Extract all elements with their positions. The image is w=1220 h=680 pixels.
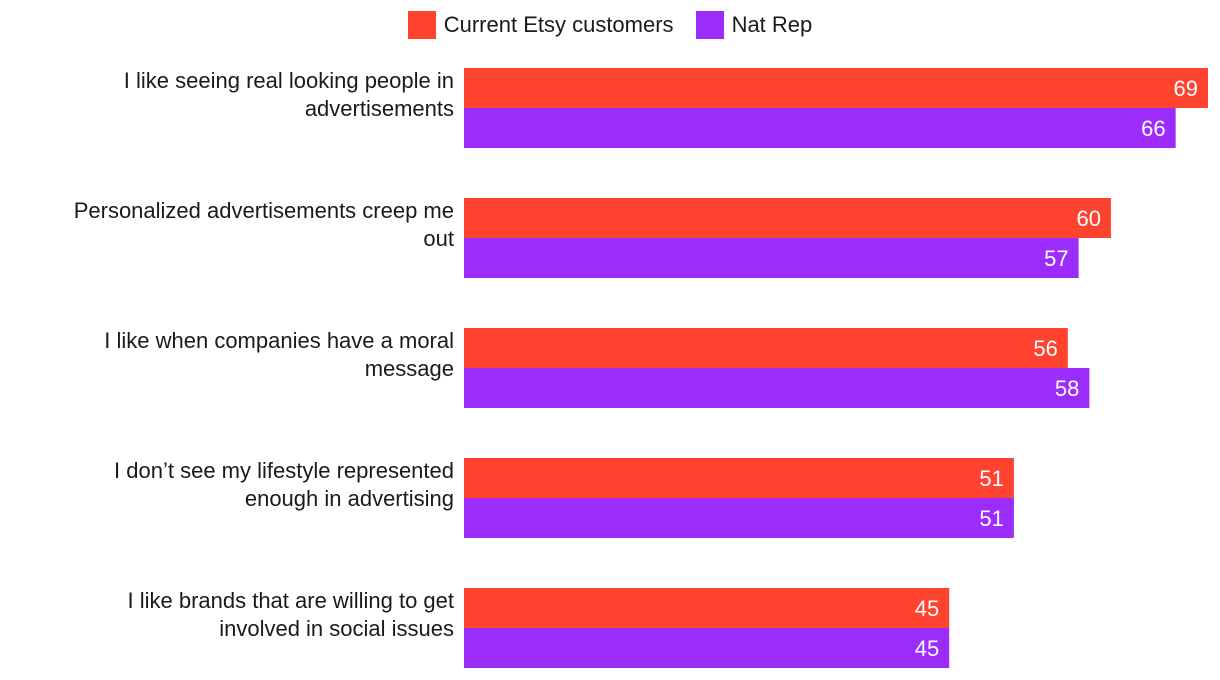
value-label-nat-rep-2: 57: [1044, 246, 1068, 271]
category-label-line: I like seeing real looking people in: [124, 68, 454, 93]
bar-nat-rep-5: [464, 628, 950, 668]
bar-nat-rep-1: [464, 108, 1176, 148]
bar-nat-rep-4: [464, 498, 1014, 538]
legend-item-nat-rep: Nat Rep: [695, 10, 813, 40]
legend-swatch-nat-rep: [695, 11, 724, 39]
category-label-line: message: [365, 356, 454, 381]
bar-current-etsy-customers-5: [464, 588, 950, 628]
legend-label-nat-rep: Nat Rep: [731, 12, 813, 37]
category-label-5: I like brands that are willing to get inv…: [127, 588, 454, 641]
legend-label-current-etsy: Current Etsy customers: [443, 12, 674, 37]
value-label-nat-rep-3: 58: [1055, 376, 1079, 401]
category-label-line: out: [423, 226, 454, 251]
bar-nat-rep-3: [464, 368, 1090, 408]
category-label-line: Personalized advertisements creep me: [74, 198, 454, 223]
value-label-nat-rep-4: 51: [979, 506, 1003, 531]
category-label-line: advertisements: [305, 96, 454, 121]
value-label-current-etsy-customers-4: 51: [979, 466, 1003, 491]
value-label-current-etsy-customers-3: 56: [1033, 336, 1057, 361]
value-label-current-etsy-customers-1: 69: [1174, 76, 1198, 101]
bar-current-etsy-customers-3: [464, 328, 1068, 368]
category-label-line: I like when companies have a moral: [104, 328, 454, 353]
value-label-current-etsy-customers-5: 45: [915, 596, 939, 621]
legend-item-current-etsy: Current Etsy customers: [407, 10, 674, 40]
category-label-1: I like seeing real looking people in adve…: [124, 68, 454, 121]
value-label-nat-rep-1: 66: [1141, 116, 1165, 141]
category-label-4: I don’t see my lifestyle represented enou…: [114, 458, 454, 511]
category-label-line: I don’t see my lifestyle represented: [114, 458, 454, 483]
category-label-line: enough in advertising: [245, 486, 454, 511]
bar-nat-rep-2: [464, 238, 1079, 278]
category-label-line: involved in social issues: [219, 616, 454, 641]
bar-current-etsy-customers-1: [464, 68, 1208, 108]
legend: Current Etsy customers Nat Rep: [0, 10, 1220, 40]
legend-swatch-current-etsy: [407, 11, 436, 39]
value-label-nat-rep-5: 45: [915, 636, 939, 661]
value-label-current-etsy-customers-2: 60: [1076, 206, 1100, 231]
bar-current-etsy-customers-4: [464, 458, 1014, 498]
category-label-line: I like brands that are willing to get: [127, 588, 454, 613]
category-label-3: I like when companies have a moral messag…: [104, 328, 454, 381]
bar-current-etsy-customers-2: [464, 198, 1111, 238]
category-label-2: Personalized advertisements creep me out: [74, 198, 454, 251]
